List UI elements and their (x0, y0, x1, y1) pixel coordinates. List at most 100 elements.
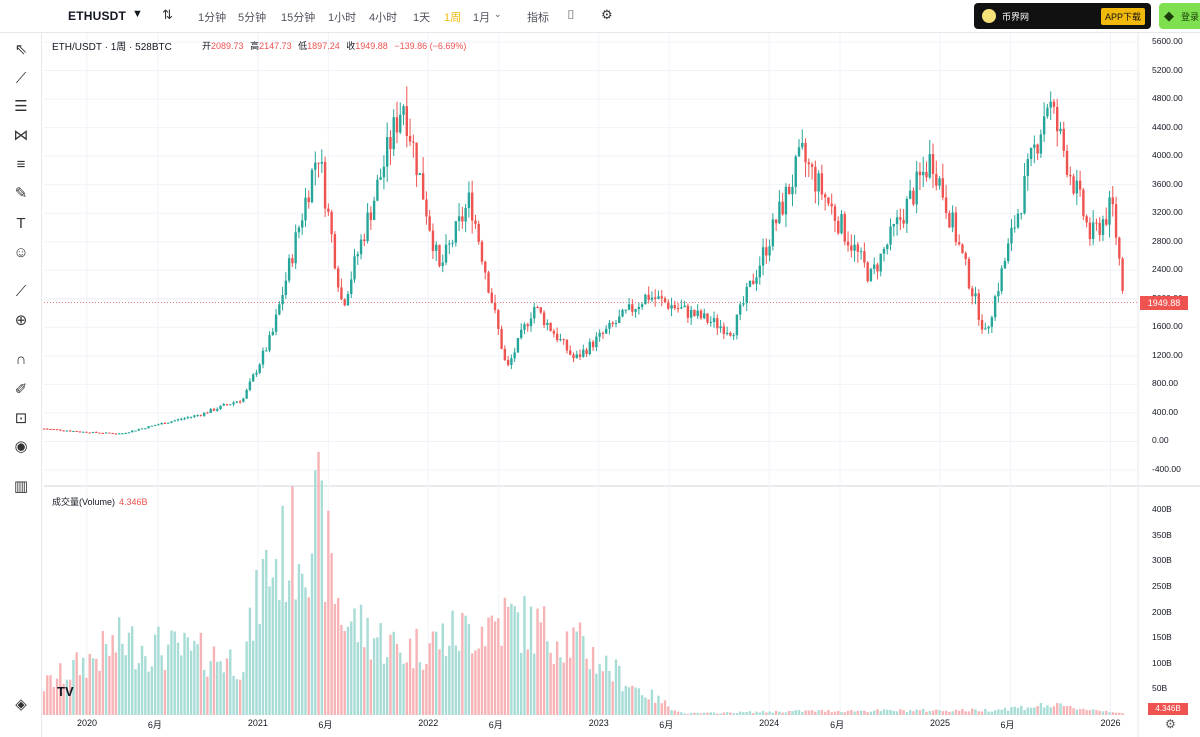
volume-bar (869, 711, 873, 715)
candle-body (399, 114, 402, 133)
ruler-icon[interactable]: ⟋ (15, 283, 27, 300)
lock-icon[interactable]: ⊡ (14, 410, 28, 427)
candle-body (435, 244, 438, 251)
candle-body (850, 245, 853, 251)
candle-body (539, 307, 543, 313)
volume-bar (147, 671, 150, 715)
volume-bar (330, 553, 333, 715)
symbol-dropdown-icon[interactable]: ▼ (132, 8, 143, 20)
interval-1w[interactable]: 1周 (444, 12, 462, 24)
candle-body (202, 412, 206, 416)
camera-icon[interactable]: ⌷ (567, 7, 575, 22)
candle-body (225, 404, 229, 406)
candle-body (1013, 227, 1016, 229)
candle-body (624, 309, 627, 311)
cursor-icon[interactable]: ⇖ (14, 41, 28, 58)
candle-body (562, 339, 565, 341)
indicators-button[interactable]: 指标 (527, 12, 549, 24)
volume-bar (892, 710, 895, 715)
time-tick-label: 2023 (588, 718, 609, 728)
volume-bar (176, 642, 180, 715)
volume-bar (477, 648, 480, 715)
emoji-icon[interactable]: ☺ (13, 244, 29, 261)
layers-icon[interactable]: ◈ (15, 696, 27, 713)
candle-body (644, 294, 647, 305)
fib-icon[interactable]: ≡ (16, 156, 26, 173)
login-button[interactable]: ◆ 登录 (1159, 3, 1200, 29)
candle-body (134, 430, 137, 432)
volume-bar (1105, 710, 1108, 715)
candle-body (111, 433, 114, 435)
interval-1m[interactable]: 1分钟 (198, 12, 227, 24)
volume-bar (438, 649, 441, 715)
lock-drawing-icon[interactable]: ✐ (14, 381, 28, 398)
candle-body (912, 190, 915, 205)
candle-body (536, 307, 539, 309)
interval-1d[interactable]: 1天 (413, 12, 431, 24)
volume-title: 成交量(Volume) (52, 497, 116, 507)
volume-bar (918, 710, 922, 715)
candle-body (765, 247, 768, 256)
candle-body (794, 156, 797, 187)
pattern-icon[interactable]: ⋈ (13, 127, 29, 144)
trash-icon[interactable]: ▥ (13, 478, 29, 495)
candle-body (91, 431, 95, 433)
volume-bar (1046, 705, 1049, 715)
volume-bar (1003, 707, 1007, 715)
tradingview-logo[interactable]: TV (57, 684, 74, 699)
volume-bar (667, 706, 670, 715)
interval-1mo[interactable]: 1月 (473, 12, 491, 24)
volume-bar (1033, 707, 1036, 715)
candle-body (209, 409, 212, 414)
volume-bar (866, 712, 869, 715)
volume-bar (951, 711, 954, 715)
candle-body (121, 433, 124, 435)
candle-body (618, 316, 621, 323)
candle-body (523, 324, 526, 330)
candle-body (768, 246, 771, 256)
candle-body (65, 430, 69, 432)
symbol-name[interactable]: ETHUSDT (68, 9, 127, 23)
volume-bar (372, 638, 376, 715)
candle-body (1105, 219, 1108, 225)
candle-body (140, 428, 144, 430)
volume-bar (827, 709, 830, 715)
text-icon[interactable]: T (16, 215, 26, 232)
app-download-button[interactable]: APP下载 (1100, 8, 1145, 25)
diamond-icon: ◆ (1164, 8, 1174, 23)
magnet-icon[interactable]: ∩ (15, 351, 27, 368)
volume-bar (444, 656, 448, 715)
interval-5m[interactable]: 5分钟 (238, 12, 267, 24)
candle-body (232, 402, 235, 405)
candle-body (519, 329, 523, 338)
volume-bar (448, 645, 451, 715)
zoom-icon[interactable]: ⊕ (14, 312, 28, 329)
brand-banner[interactable]: 币界网 APP下载 (974, 3, 1151, 29)
interval-4h[interactable]: 4小时 (369, 12, 398, 24)
more-intervals-icon[interactable]: ⌄ (494, 9, 502, 19)
volume-bar (699, 713, 703, 715)
brush-icon[interactable]: ✎ (14, 185, 28, 202)
eye-icon[interactable]: ◉ (14, 438, 28, 455)
trend-line-icon[interactable]: ⟋ (15, 70, 27, 87)
volume-bar (412, 668, 415, 715)
chart-settings-icon[interactable]: ⚙ (1165, 717, 1176, 731)
compare-icon[interactable]: ⇅ (162, 7, 173, 22)
settings-icon[interactable]: ⚙ (601, 7, 613, 22)
volume-bar (124, 655, 127, 715)
candle-body (52, 429, 56, 431)
interval-15m[interactable]: 15分钟 (281, 12, 316, 24)
interval-1h[interactable]: 1小时 (328, 12, 357, 24)
volume-bar (376, 637, 379, 715)
candle-body (441, 262, 444, 267)
horizontal-lines-icon[interactable]: ☰ (14, 98, 28, 115)
volume-bar (1118, 712, 1121, 715)
candle-body (578, 354, 582, 357)
candle-body (964, 253, 967, 260)
candle-body (846, 241, 850, 246)
candle-body (340, 287, 343, 300)
candle-body (1082, 189, 1085, 217)
candle-body (278, 304, 281, 315)
volume-bar (863, 710, 866, 715)
